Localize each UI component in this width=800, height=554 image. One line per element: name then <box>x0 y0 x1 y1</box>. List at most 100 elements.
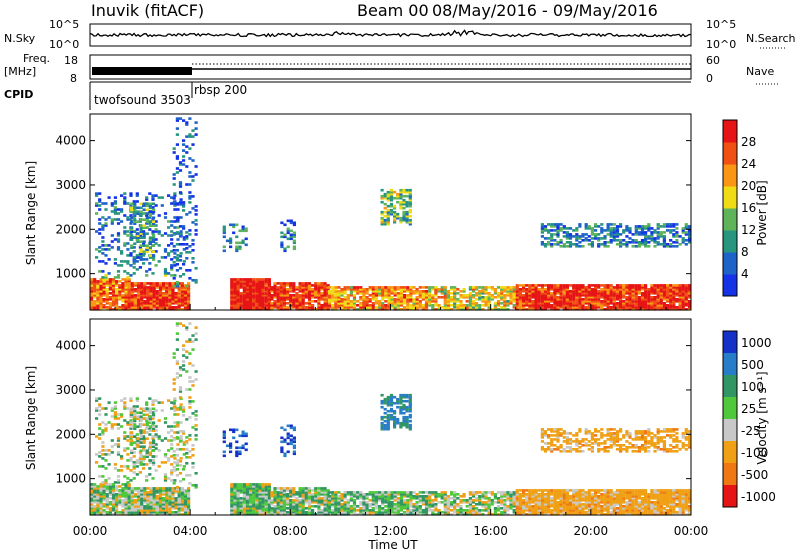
velocity-cell <box>182 441 186 444</box>
power-cell <box>343 286 347 289</box>
power-cell <box>286 292 290 295</box>
power-cell <box>384 290 388 293</box>
freq-tick-bottom: 8 <box>70 72 77 85</box>
velocity-cell <box>396 491 400 494</box>
power-cell <box>681 300 685 303</box>
power-cell <box>191 279 195 282</box>
power-cell <box>590 308 594 311</box>
power-cell <box>628 306 632 309</box>
velocity-cell <box>149 507 153 510</box>
power-cell <box>562 302 566 305</box>
power-cell <box>659 298 663 301</box>
power-cell <box>176 226 180 229</box>
power-cell <box>258 286 262 289</box>
velocity-cell <box>383 411 387 415</box>
power-cell <box>537 288 541 291</box>
power-cell <box>135 194 139 197</box>
power-cell <box>365 296 369 299</box>
power-cell <box>515 302 519 305</box>
power-cell <box>640 296 645 299</box>
power-cell <box>111 300 116 303</box>
power-cell <box>681 296 685 299</box>
velocity-cell <box>126 453 130 456</box>
velocity-cell <box>317 505 321 508</box>
power-cell <box>182 225 186 228</box>
velocity-cell <box>384 495 388 498</box>
velocity-cell <box>304 513 308 516</box>
power-cell <box>575 294 579 297</box>
power-cell <box>239 282 243 285</box>
power-cell <box>286 227 290 231</box>
power-cell <box>188 175 192 178</box>
power-cell <box>356 308 360 311</box>
velocity-cell <box>233 513 237 516</box>
power-cell <box>687 302 692 305</box>
power-cell <box>165 306 169 309</box>
velocity-cell <box>311 489 315 492</box>
velocity-cell <box>124 513 128 516</box>
velocity-cell <box>187 495 191 498</box>
power-cell <box>440 290 444 293</box>
power-cell <box>183 296 188 299</box>
velocity-cell <box>409 493 413 496</box>
power-cell <box>609 229 613 232</box>
power-cell <box>440 288 444 291</box>
power-cell <box>378 294 382 297</box>
velocity-cell <box>245 489 250 492</box>
velocity-cell <box>116 439 121 442</box>
power-cell <box>177 306 181 309</box>
power-cell <box>418 294 422 297</box>
power-cell <box>565 302 569 305</box>
velocity-cell <box>136 415 140 418</box>
power-cell <box>356 290 360 293</box>
power-cell <box>396 296 400 299</box>
velocity-cell <box>279 511 283 514</box>
power-cell <box>279 288 283 291</box>
power-cell <box>148 210 152 213</box>
power-cell <box>453 300 457 303</box>
velocity-cell <box>152 461 156 464</box>
power-cell <box>556 298 560 301</box>
velocity-cell <box>168 489 172 492</box>
power-cell <box>129 232 133 235</box>
power-cell <box>334 300 338 303</box>
power-cell <box>289 221 293 225</box>
power-cell <box>619 245 623 248</box>
power-cell <box>647 296 651 299</box>
power-cell <box>170 238 174 241</box>
velocity-cell <box>331 493 335 496</box>
power-cell <box>471 294 476 297</box>
power-cell <box>387 294 391 297</box>
power-cell <box>556 223 560 226</box>
velocity-cell <box>121 491 125 494</box>
power-cell <box>615 308 620 311</box>
power-cell <box>282 292 286 295</box>
power-cell <box>647 237 651 240</box>
power-cell <box>478 290 482 293</box>
power-cell <box>168 298 172 301</box>
velocity-cell <box>317 491 321 494</box>
power-cell <box>230 278 234 281</box>
power-cell <box>279 290 283 293</box>
power-cell <box>578 298 582 301</box>
power-cell <box>236 300 240 303</box>
power-cell <box>434 302 438 305</box>
velocity-cell <box>396 503 400 506</box>
power-cell <box>600 229 604 232</box>
power-cell <box>644 288 648 291</box>
power-cell <box>298 306 302 309</box>
power-cell <box>157 260 161 263</box>
power-cell <box>178 255 183 258</box>
power-cell <box>98 198 102 201</box>
power-cell <box>515 290 519 293</box>
power-cell <box>547 300 551 303</box>
power-cell <box>145 208 149 212</box>
velocity-cell <box>359 495 363 498</box>
velocity-cell <box>402 419 406 423</box>
power-cell <box>406 288 410 291</box>
velocity-cell <box>340 497 344 500</box>
velocity-cell <box>261 497 265 500</box>
velocity-cell <box>124 483 128 486</box>
velocity-cell <box>146 499 150 502</box>
power-cell <box>126 202 130 205</box>
